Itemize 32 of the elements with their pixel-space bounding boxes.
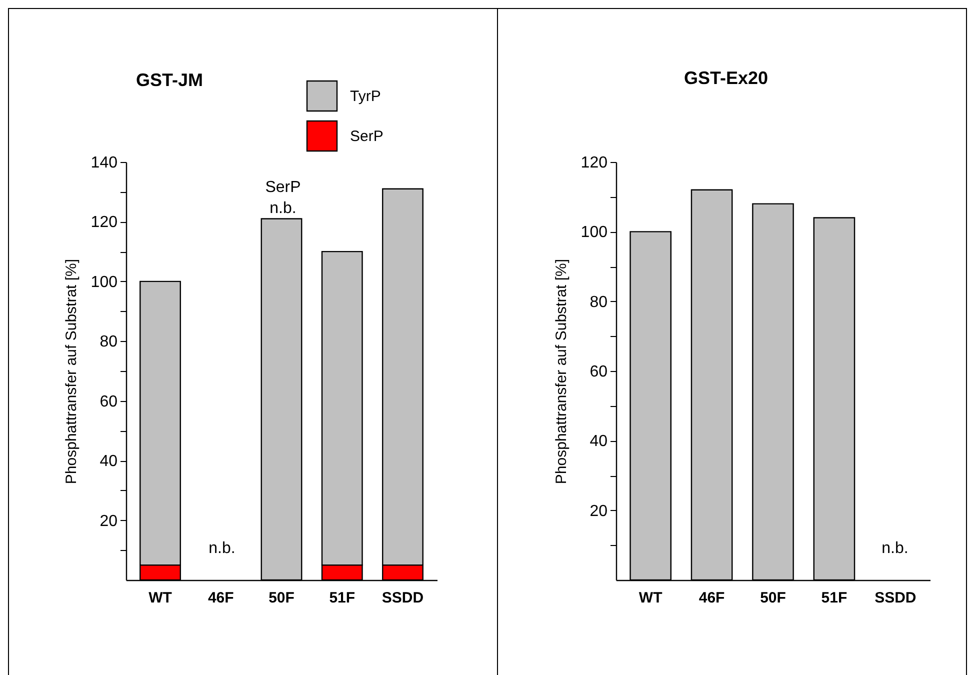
chart-title: GST-Ex20: [684, 68, 768, 88]
x-tick-label: 50F: [760, 590, 786, 606]
annotation: n.b.: [882, 540, 908, 557]
chart-title: GST-JM: [136, 70, 204, 90]
annotation: SerP n.b.: [265, 179, 301, 217]
y-tick-label: 60: [590, 364, 608, 380]
y-tick-label: 100: [90, 274, 118, 291]
y-axis-title: Phosphattransfer auf Substrat [%]: [552, 258, 570, 484]
y-tick-label: 20: [100, 512, 118, 530]
x-tick-label: 46F: [698, 590, 725, 606]
x-tick-label: WT: [638, 590, 662, 606]
y-tick-label: 100: [580, 224, 608, 242]
y-tick-label: 120: [580, 154, 608, 172]
y-tick-label: 60: [100, 393, 118, 410]
y-tick-label: 20: [590, 502, 608, 520]
x-tick-label: SSDD: [874, 590, 916, 606]
annotation: n.b.: [208, 540, 236, 557]
legend-label: TyrP: [350, 88, 381, 105]
x-tick-label: 50F: [268, 590, 294, 606]
y-tick-label: 80: [100, 334, 118, 351]
x-tick-label: 51F: [329, 590, 356, 606]
x-tick-label: 46F: [208, 590, 234, 606]
y-tick-label: 40: [100, 453, 118, 470]
y-axis-title: Phosphattransfer auf Substrat [%]: [62, 258, 80, 484]
y-tick-label: 80: [590, 294, 608, 311]
legend-label: SerP: [350, 128, 384, 145]
y-tick-label: 120: [90, 214, 118, 232]
y-tick-label: 140: [90, 154, 118, 172]
y-tick-label: 40: [590, 433, 608, 450]
x-tick-label: SSDD: [382, 590, 424, 606]
x-tick-label: WT: [148, 590, 172, 606]
x-tick-label: 51F: [821, 590, 848, 606]
